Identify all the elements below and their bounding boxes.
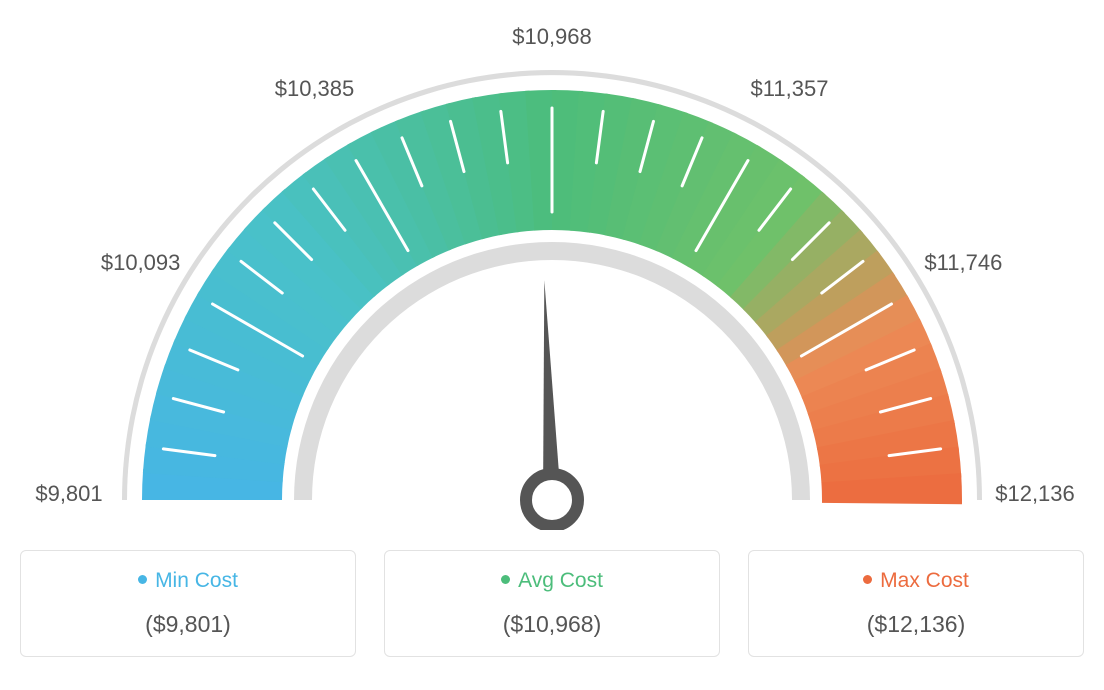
legend-card: Min Cost ($9,801) xyxy=(20,550,356,657)
legend-card: Avg Cost ($10,968) xyxy=(384,550,720,657)
legend-value: ($12,136) xyxy=(759,611,1073,638)
gauge-tick-label: $10,093 xyxy=(101,250,181,276)
gauge-tick-label: $11,357 xyxy=(751,76,829,102)
gauge-tick-label: $10,385 xyxy=(275,76,355,102)
legend-title-text: Max Cost xyxy=(880,569,969,592)
gauge-tick-label: $12,136 xyxy=(995,481,1075,507)
gauge-tick-label: $10,968 xyxy=(512,24,592,50)
gauge-tick-label: $9,801 xyxy=(35,481,102,507)
legend-row: Min Cost ($9,801) Avg Cost ($10,968) Max Cos… xyxy=(20,550,1084,657)
legend-title: Min Cost xyxy=(31,569,345,593)
gauge-tick-label: $11,746 xyxy=(924,250,1002,276)
legend-title-text: Avg Cost xyxy=(518,569,603,592)
legend-value: ($9,801) xyxy=(31,611,345,638)
legend-card: Max Cost ($12,136) xyxy=(748,550,1084,657)
legend-dot-icon xyxy=(501,575,510,584)
legend-title-text: Min Cost xyxy=(155,569,238,592)
legend-dot-icon xyxy=(138,575,147,584)
legend-title: Max Cost xyxy=(759,569,1073,593)
legend-value: ($10,968) xyxy=(395,611,709,638)
gauge-chart: $9,801 $10,093 $10,385 $10,968 $11,357 $11,74… xyxy=(20,20,1084,530)
legend-title: Avg Cost xyxy=(395,569,709,593)
legend-dot-icon xyxy=(863,575,872,584)
